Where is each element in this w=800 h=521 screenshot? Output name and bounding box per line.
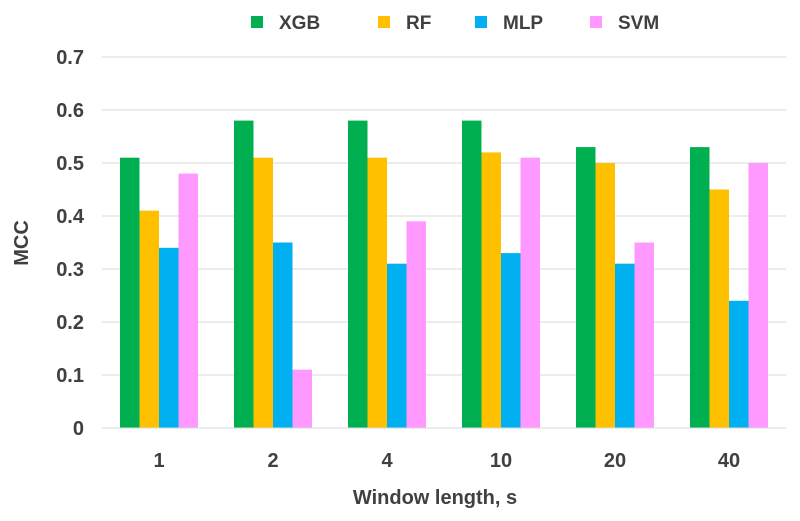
bar-mlp-10 <box>501 253 521 428</box>
bar-mlp-4 <box>387 263 407 428</box>
legend-swatch-xgb <box>251 16 263 28</box>
legend-swatch-rf <box>378 16 390 28</box>
bar-xgb-2 <box>234 120 254 428</box>
x-tick-label: 10 <box>490 450 512 472</box>
bar-rf-1 <box>139 210 159 428</box>
bar-xgb-10 <box>462 120 482 428</box>
bar-xgb-20 <box>576 147 596 428</box>
legend-label-rf: RF <box>406 13 431 34</box>
y-tick-label: 0 <box>73 418 84 440</box>
x-tick-label: 2 <box>267 450 278 472</box>
legend-swatch-svm <box>590 16 602 28</box>
bar-mlp-1 <box>159 247 179 428</box>
bar-svm-4 <box>406 221 426 428</box>
bar-rf-10 <box>481 152 501 428</box>
legend: XGB RF MLP SVM <box>251 13 659 34</box>
bar-rf-40 <box>709 189 729 428</box>
y-tick-label: 0.4 <box>56 206 85 228</box>
legend-swatch-mlp <box>475 16 487 28</box>
bar-svm-2 <box>292 369 312 428</box>
x-axis-title: Window length, s <box>353 487 517 509</box>
bar-xgb-40 <box>690 147 710 428</box>
x-axis-ticks: 1 2 4 10 20 40 <box>153 450 740 472</box>
bars <box>120 120 768 428</box>
y-tick-label: 0.1 <box>56 365 84 387</box>
bar-rf-20 <box>595 163 615 428</box>
bar-mlp-40 <box>729 300 749 428</box>
legend-label-xgb: XGB <box>279 13 320 34</box>
y-tick-label: 0.3 <box>56 259 84 281</box>
bar-svm-20 <box>634 242 654 428</box>
x-tick-label: 40 <box>718 450 740 472</box>
legend-label-svm: SVM <box>618 13 659 34</box>
y-tick-label: 0.6 <box>56 100 84 122</box>
bar-rf-4 <box>367 157 387 428</box>
y-axis-title: MCC <box>11 220 33 266</box>
bar-svm-40 <box>748 163 768 428</box>
x-tick-label: 20 <box>604 450 626 472</box>
y-tick-label: 0.2 <box>56 312 84 334</box>
bar-svm-10 <box>520 157 540 428</box>
bar-mlp-2 <box>273 242 293 428</box>
gridlines <box>102 56 786 376</box>
y-tick-label: 0.7 <box>56 47 84 69</box>
x-tick-label: 1 <box>153 450 164 472</box>
y-axis-ticks: 0 0.1 0.2 0.3 0.4 0.5 0.6 0.7 <box>56 47 85 440</box>
bar-xgb-4 <box>348 120 368 428</box>
bar-svm-1 <box>178 173 198 428</box>
legend-label-mlp: MLP <box>503 13 543 34</box>
bar-mlp-20 <box>615 263 635 428</box>
bar-xgb-1 <box>120 157 140 428</box>
bar-rf-2 <box>253 157 273 428</box>
y-tick-label: 0.5 <box>56 153 84 175</box>
x-tick-label: 4 <box>381 450 393 472</box>
